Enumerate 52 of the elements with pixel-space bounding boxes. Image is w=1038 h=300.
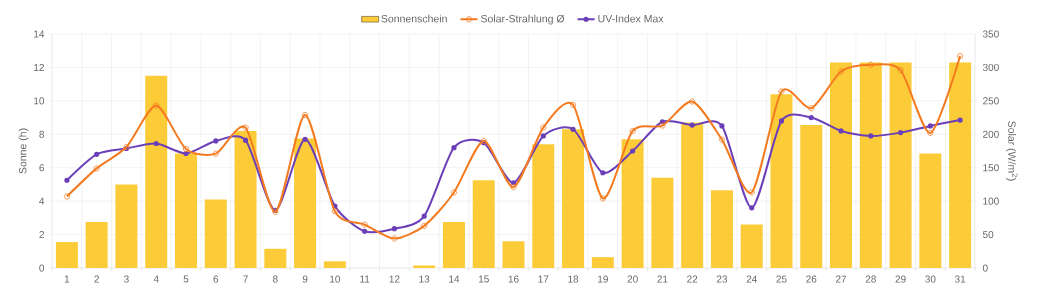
legend-label: Sonnenschein bbox=[381, 14, 447, 23]
y-axis-title: Sonne (h) bbox=[18, 128, 29, 174]
x-tick-label: 18 bbox=[568, 275, 579, 283]
y2-tick-label: 350 bbox=[982, 30, 999, 38]
x-tick-label: 3 bbox=[124, 275, 129, 283]
x-tick-label: 4 bbox=[153, 275, 159, 283]
x-tick-label: 2 bbox=[94, 275, 99, 283]
x-tick-label: 22 bbox=[687, 275, 698, 283]
x-tick-label: 17 bbox=[538, 275, 549, 283]
legend-label: Solar-Strahlung Ø bbox=[480, 14, 565, 25]
x-tick-label: 26 bbox=[806, 275, 817, 283]
y-tick-label: 10 bbox=[34, 97, 45, 105]
y2-tick-label: 0 bbox=[982, 264, 988, 272]
y2-axis-title: Solar (W/m$^{2}$) bbox=[1006, 121, 1018, 181]
x-tick-label: 23 bbox=[716, 275, 728, 283]
x-tick-label: 31 bbox=[954, 275, 966, 283]
x-tick-label: 30 bbox=[925, 275, 936, 283]
x-tick-label: 16 bbox=[508, 275, 519, 283]
x-tick-label: 6 bbox=[213, 275, 219, 283]
y-tick-label: 14 bbox=[34, 30, 45, 38]
x-tick-label: 1 bbox=[64, 275, 70, 283]
x-tick-label: 21 bbox=[657, 275, 668, 283]
legend-label: UV-Index Max bbox=[598, 14, 664, 23]
x-tick-label: 8 bbox=[272, 275, 278, 283]
y2-tick-label: 100 bbox=[983, 197, 999, 205]
x-tick-label: 25 bbox=[776, 275, 787, 283]
y2-tick-label: 300 bbox=[982, 63, 999, 71]
y2-tick-label: 150 bbox=[983, 164, 999, 172]
x-tick-label: 12 bbox=[389, 275, 400, 283]
x-tick-label: 29 bbox=[895, 275, 906, 283]
y-tick-label: 0 bbox=[39, 264, 45, 272]
y2-tick-label: 200 bbox=[983, 130, 999, 138]
y-tick-label: 2 bbox=[39, 231, 44, 239]
y2-tick-label: 50 bbox=[982, 231, 994, 239]
x-tick-label: 10 bbox=[330, 275, 341, 283]
x-tick-label: 28 bbox=[865, 275, 876, 283]
y-tick-label: 12 bbox=[34, 63, 44, 71]
x-tick-label: 5 bbox=[183, 275, 189, 283]
y2-tick-label: 250 bbox=[983, 97, 999, 105]
x-tick-label: 19 bbox=[598, 275, 608, 283]
x-tick-label: 20 bbox=[627, 275, 638, 283]
x-tick-label: 14 bbox=[449, 275, 460, 283]
x-tick-label: 7 bbox=[243, 275, 248, 283]
y-tick-label: 6 bbox=[39, 164, 45, 172]
x-tick-label: 15 bbox=[478, 275, 489, 283]
x-tick-label: 11 bbox=[360, 275, 370, 283]
y-tick-label: 8 bbox=[39, 130, 45, 138]
x-tick-label: 13 bbox=[419, 275, 430, 283]
x-tick-label: 27 bbox=[835, 275, 847, 283]
y-tick-label: 4 bbox=[39, 197, 45, 205]
x-tick-label: 24 bbox=[746, 275, 757, 283]
x-tick-label: 9 bbox=[302, 275, 308, 283]
